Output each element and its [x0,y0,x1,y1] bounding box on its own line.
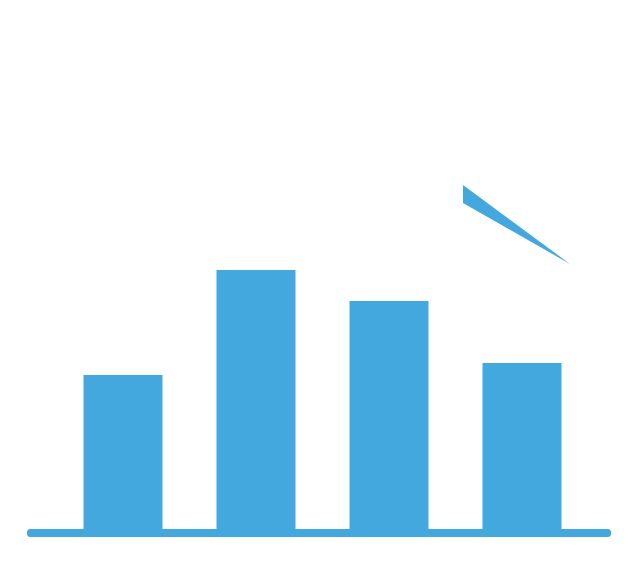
bar [216,270,296,531]
bar [349,301,429,531]
bar [482,363,562,531]
bar [83,375,163,531]
trend-wedge [463,185,570,264]
baseline [27,529,611,537]
